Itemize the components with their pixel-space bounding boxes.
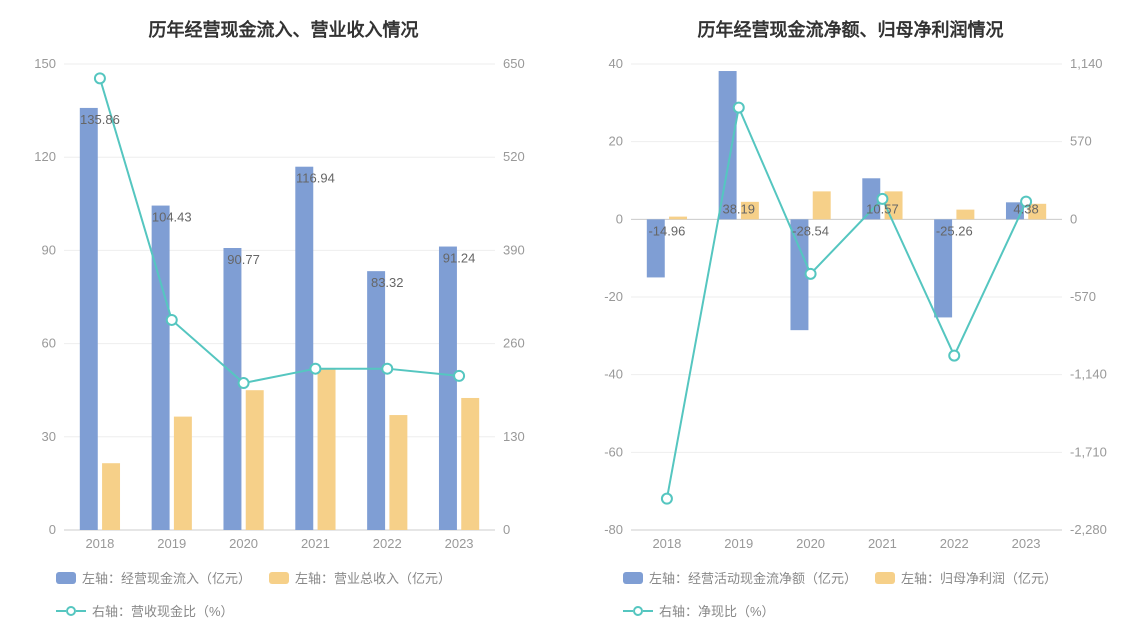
svg-text:2021: 2021	[868, 536, 897, 551]
value-label: -28.54	[792, 223, 829, 238]
svg-text:130: 130	[503, 429, 525, 444]
svg-text:2023: 2023	[1012, 536, 1041, 551]
bar-secondary	[174, 417, 192, 530]
chart-title-right: 历年经营现金流净额、归母净利润情况	[583, 10, 1118, 56]
svg-text:2022: 2022	[940, 536, 969, 551]
svg-text:-40: -40	[604, 367, 623, 382]
bar-secondary	[956, 210, 974, 220]
line-marker	[949, 351, 959, 361]
legend-item: 左轴：经营现金流入（亿元）	[56, 568, 251, 587]
plot-right: -80 -60 -40 -20 0 20 40 -2,280 -1,710 -1,140 -570 0…	[583, 56, 1118, 558]
legend-label: 左轴：营业总收入（亿元）	[295, 568, 451, 587]
svg-text:30: 30	[42, 429, 56, 444]
svg-text:20: 20	[609, 134, 623, 149]
bar-secondary	[461, 398, 479, 530]
svg-text:120: 120	[34, 149, 56, 164]
svg-text:1,140: 1,140	[1070, 56, 1103, 71]
svg-text:2022: 2022	[373, 536, 402, 551]
legend-item: 右轴：营收现金比（%）	[56, 601, 234, 620]
svg-text:-20: -20	[604, 289, 623, 304]
value-label: 91.24	[443, 251, 476, 266]
legend-swatch-line	[56, 606, 86, 616]
svg-text:-2,280: -2,280	[1070, 522, 1107, 537]
svg-text:-570: -570	[1070, 289, 1096, 304]
legend-left: 左轴：经营现金流入（亿元） 左轴：营业总收入（亿元） 右轴：营收现金比（%）	[16, 558, 551, 624]
value-label: 116.94	[296, 171, 335, 186]
bar-secondary	[318, 368, 336, 530]
plot-left: 0 30 60 90 120 150 0 130 260 390 520 650 2018 2019 202…	[16, 56, 551, 558]
line-marker	[310, 364, 320, 374]
bar-secondary	[246, 390, 264, 530]
value-label: -25.26	[936, 223, 973, 238]
svg-text:-60: -60	[604, 444, 623, 459]
bar-secondary	[813, 191, 831, 219]
chart-svg-left: 0 30 60 90 120 150 0 130 260 390 520 650 2018 2019 202…	[16, 56, 551, 558]
value-label: -14.96	[648, 223, 685, 238]
value-label: 38.19	[722, 201, 755, 216]
svg-text:0: 0	[616, 211, 623, 226]
svg-text:2021: 2021	[301, 536, 330, 551]
chart-panel-right: 历年经营现金流净额、归母净利润情况 -80 -60 -40 -20 0 20 40 -2,28…	[567, 0, 1134, 582]
value-label: 10.57	[866, 201, 899, 216]
svg-text:2023: 2023	[445, 536, 474, 551]
line-marker	[167, 315, 177, 325]
legend-item: 左轴：经营活动现金流净额（亿元）	[623, 568, 857, 587]
legend-label: 右轴：营收现金比（%）	[92, 601, 234, 620]
svg-text:-1,710: -1,710	[1070, 444, 1107, 459]
svg-text:2019: 2019	[157, 536, 186, 551]
svg-text:0: 0	[49, 522, 56, 537]
bar-secondary	[669, 217, 687, 220]
svg-text:520: 520	[503, 149, 525, 164]
line-marker	[806, 269, 816, 279]
svg-text:570: 570	[1070, 134, 1092, 149]
line-marker	[454, 371, 464, 381]
legend-label: 左轴：经营现金流入（亿元）	[82, 568, 251, 587]
line-marker	[382, 364, 392, 374]
svg-text:40: 40	[609, 56, 623, 71]
legend-label: 左轴：归母净利润（亿元）	[901, 568, 1057, 587]
legend-item: 左轴：归母净利润（亿元）	[875, 568, 1057, 587]
svg-text:-80: -80	[604, 522, 623, 537]
legend-item: 左轴：营业总收入（亿元）	[269, 568, 451, 587]
line-marker	[239, 378, 249, 388]
svg-text:650: 650	[503, 56, 525, 71]
chart-panel-left: 历年经营现金流入、营业收入情况 0 30 60 90 120 150 0 130 260 390 5…	[0, 0, 567, 582]
bar-primary	[439, 247, 457, 530]
value-label: 90.77	[227, 252, 260, 267]
legend-label: 右轴：净现比（%）	[659, 601, 775, 620]
value-label: 4.38	[1013, 201, 1038, 216]
bar-primary	[295, 167, 313, 530]
bar-secondary	[389, 415, 407, 530]
svg-text:260: 260	[503, 336, 525, 351]
legend-right: 左轴：经营活动现金流净额（亿元） 左轴：归母净利润（亿元） 右轴：净现比（%）	[583, 558, 1118, 624]
legend-item: 右轴：净现比（%）	[623, 601, 775, 620]
bar-primary	[80, 108, 98, 530]
legend-label: 左轴：经营活动现金流净额（亿元）	[649, 568, 857, 587]
svg-text:2020: 2020	[796, 536, 825, 551]
svg-text:60: 60	[42, 336, 56, 351]
chart-title-left: 历年经营现金流入、营业收入情况	[16, 10, 551, 56]
svg-text:2019: 2019	[724, 536, 753, 551]
bar-primary	[152, 206, 170, 530]
value-label: 104.43	[152, 210, 192, 225]
legend-swatch-line	[623, 606, 653, 616]
svg-text:0: 0	[1070, 211, 1077, 226]
svg-text:390: 390	[503, 242, 525, 257]
bar-primary	[223, 248, 241, 530]
value-label: 83.32	[371, 275, 404, 290]
value-label: 135.86	[80, 112, 120, 127]
svg-text:0: 0	[503, 522, 510, 537]
svg-text:90: 90	[42, 242, 56, 257]
bar-secondary	[102, 463, 120, 530]
line-marker	[95, 73, 105, 83]
bar-primary	[367, 271, 385, 530]
chart-svg-right: -80 -60 -40 -20 0 20 40 -2,280 -1,710 -1,140 -570 0…	[583, 56, 1118, 558]
line-marker	[734, 103, 744, 113]
svg-text:2018: 2018	[85, 536, 114, 551]
svg-text:2018: 2018	[652, 536, 681, 551]
line-marker	[662, 494, 672, 504]
svg-text:2020: 2020	[229, 536, 258, 551]
svg-text:150: 150	[34, 56, 56, 71]
svg-text:-1,140: -1,140	[1070, 367, 1107, 382]
